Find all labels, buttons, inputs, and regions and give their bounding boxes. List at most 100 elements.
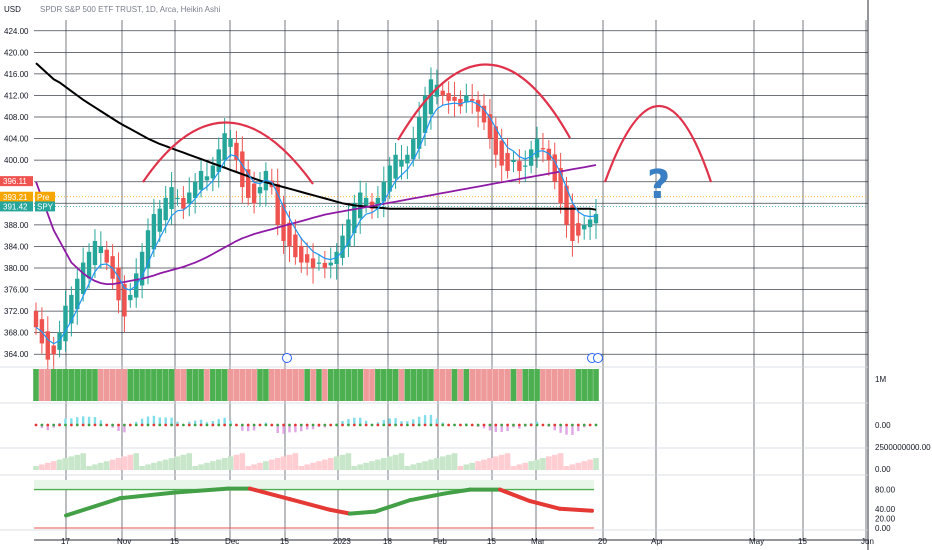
macd-histogram-bar [388, 418, 391, 425]
y-tick-label: 424.00 [4, 27, 29, 36]
x-tick-label: 17 [61, 537, 70, 546]
osc-bar [416, 462, 422, 470]
macd-dot [394, 423, 397, 427]
y-tick-label: 408.00 [4, 113, 29, 122]
macd-histogram-bar [364, 420, 368, 425]
candle [558, 168, 563, 204]
moving-averages [35, 62, 597, 345]
volume-bar [569, 369, 576, 401]
macd-dot [482, 423, 486, 427]
volume-bar [504, 369, 511, 401]
osc-bar [551, 454, 558, 470]
osc-label: 0.00 [875, 465, 891, 474]
macd-dot [311, 423, 315, 427]
macd-dot [464, 423, 468, 427]
macd-dot [235, 423, 238, 427]
macd-dot [217, 423, 221, 427]
volume-bar [351, 369, 358, 401]
volume-bar [422, 369, 428, 401]
candle [375, 197, 381, 206]
macd-dot [317, 423, 321, 427]
volume-bar [434, 369, 440, 401]
candle [92, 241, 98, 266]
volume-bar [139, 369, 145, 401]
volume-bar [339, 369, 346, 401]
osc-bar [546, 456, 552, 470]
y-tick-label: 380.00 [4, 264, 29, 273]
macd-dot [211, 423, 215, 427]
volume-bar [109, 369, 116, 401]
osc-bar [380, 458, 387, 470]
candle [464, 95, 469, 103]
macd-dot [423, 423, 427, 427]
volume-bar [162, 369, 169, 401]
dividend-marker [282, 353, 292, 363]
candle [552, 154, 557, 182]
volume-bar [304, 369, 310, 401]
candle [393, 154, 398, 179]
candle [293, 234, 298, 258]
candle [198, 170, 204, 190]
volume-bar [375, 369, 381, 401]
macd-dot [370, 423, 374, 427]
candle [434, 84, 440, 97]
volume-bar [180, 369, 187, 401]
osc-bar [180, 454, 187, 470]
osc-bar [298, 466, 305, 470]
volume-bar [239, 369, 246, 401]
volume-bar [56, 369, 63, 401]
osc-bar [68, 456, 75, 470]
osc-bar [345, 453, 352, 470]
macd-dot [488, 423, 492, 427]
macd-histogram-bar [423, 415, 427, 425]
macd-dot [517, 423, 521, 427]
osc-bar [581, 461, 588, 470]
volume-bar [233, 369, 240, 401]
candle [222, 133, 227, 161]
volume-bar [174, 369, 181, 401]
macd-dot [553, 423, 557, 427]
macd-dot [128, 423, 132, 427]
macd-dot [123, 423, 126, 427]
candle [387, 165, 392, 192]
macd-dot [264, 423, 268, 427]
osc-bar [257, 462, 263, 470]
rsi-segment [328, 507, 352, 516]
macd-histogram-bar [394, 418, 397, 425]
candle [346, 219, 351, 247]
macd-histogram-bar [146, 416, 150, 425]
candle [440, 90, 445, 96]
macd-dot [459, 423, 462, 427]
arc-annotations [142, 63, 713, 185]
macd-dot [529, 423, 533, 427]
macd-dot [187, 423, 191, 427]
x-tick-label: Apr [651, 537, 664, 546]
x-tick-label: 15 [280, 537, 289, 546]
price-badge-bg [0, 191, 33, 202]
macd-histogram-bar [577, 425, 580, 432]
rsi-segment [248, 486, 292, 502]
osc-bar [593, 458, 599, 470]
question-mark-annotation: ? [647, 162, 670, 208]
volume-bar [445, 369, 452, 401]
macd-dot [588, 423, 592, 427]
osc-bar [198, 464, 204, 470]
macd-dot [559, 423, 563, 427]
osc-bar [168, 458, 175, 470]
rsi-label: 20.00 [875, 514, 896, 523]
currency-label: USD [4, 5, 21, 14]
macd-dot [117, 423, 120, 427]
osc-bar [428, 459, 434, 470]
candle [240, 151, 245, 188]
candle [593, 214, 599, 224]
volume-bar [363, 369, 369, 401]
rsi-label: 40.00 [875, 505, 896, 514]
macd-histogram-bar [87, 416, 91, 425]
volume-bar [398, 369, 405, 401]
y-tick-label: 388.00 [4, 221, 29, 230]
rsi-label: 0.00 [875, 524, 891, 533]
candle [322, 262, 328, 268]
volume-bar [522, 369, 529, 401]
volume-bar [268, 369, 275, 401]
macd-histogram-bar [93, 417, 97, 425]
